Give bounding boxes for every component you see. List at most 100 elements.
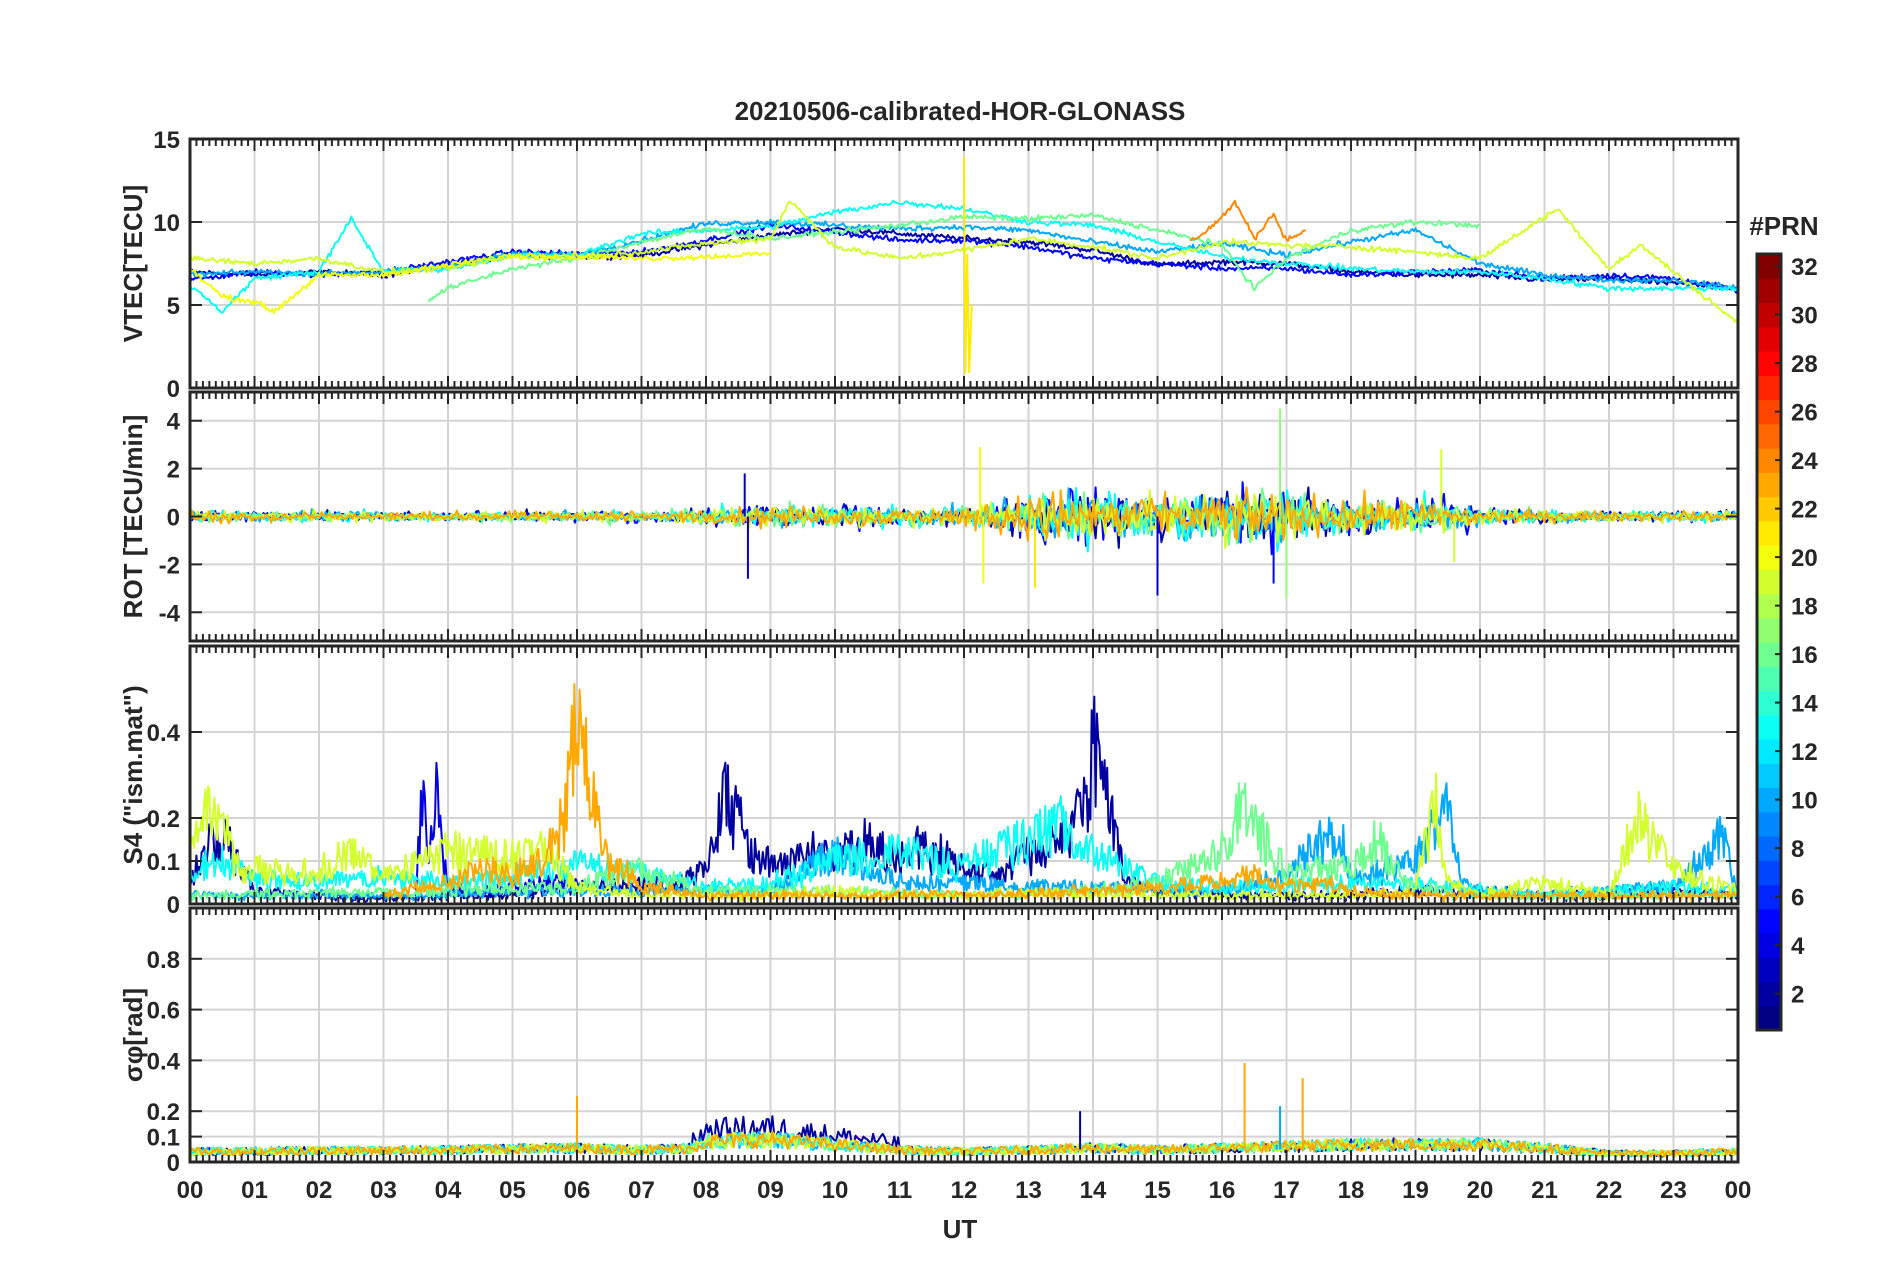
data-series	[190, 408, 1738, 598]
colorbar-segment	[1757, 375, 1781, 401]
y-tick-label: 0.2	[147, 806, 180, 833]
series-line-prn-24	[1189, 199, 1306, 242]
colorbar-title: #PRN	[1749, 211, 1818, 241]
x-ticks	[189, 646, 1739, 905]
y-tick-label: 0	[167, 505, 180, 532]
x-tick-label: 02	[306, 1177, 333, 1204]
colorbar-frame	[1755, 252, 1783, 1032]
y-tick-label: 0.1	[147, 849, 180, 876]
x-tick-label: 21	[1531, 1177, 1558, 1204]
y-tick-label: 0	[167, 376, 180, 403]
x-ticks	[189, 392, 1739, 641]
x-ticks	[189, 138, 1739, 389]
y-tick-label: 0.2	[147, 1099, 180, 1126]
y-axis-label: S4 ("ism.mat")	[118, 685, 148, 864]
series-line-prn-16	[427, 212, 1481, 303]
colorbar-tick-label: 12	[1791, 739, 1818, 766]
s4-panel: 0 0.1 0.2 0.4S4 ("ism.mat")	[118, 644, 1740, 919]
rot-panel: -4 -2 0 2 4 ROT [TECU/min]	[118, 390, 1740, 643]
colorbar-segment	[1757, 617, 1781, 643]
y-tick-label: -2	[159, 552, 180, 579]
x-tick-label: 22	[1596, 1177, 1623, 1204]
x-tick-label: 00	[1725, 1177, 1752, 1204]
series-line-prn-23	[190, 486, 1737, 542]
x-tick-label: 00	[177, 1177, 204, 1204]
x-tick-label: 03	[370, 1177, 397, 1204]
colorbar-tick-label: 20	[1791, 545, 1818, 572]
colorbar-tick-label: 26	[1791, 400, 1818, 427]
y-tick-label: 0.1	[147, 1125, 180, 1152]
x-tick-label: 08	[693, 1177, 720, 1204]
series-line-prn-21	[963, 156, 973, 374]
grid	[190, 908, 1738, 1162]
sigma-phi-panel: 00.10.2 0.4 0.6 0.8 00 01 02 03 04 05 06 07 08 09 10 11…	[118, 906, 1752, 1204]
colorbar-tick-label: 32	[1791, 254, 1818, 281]
data-series	[190, 156, 1738, 374]
y-tick-label: 5	[167, 293, 180, 320]
y-tick-label: 15	[153, 127, 180, 154]
colorbar-tick-label: 2	[1791, 982, 1804, 1009]
colorbar-segment	[1757, 860, 1781, 886]
colorbar-segment	[1757, 957, 1781, 983]
colorbar-segment	[1757, 811, 1781, 837]
x-tick-label: 14	[1080, 1177, 1107, 1204]
y-tick-label: 4	[167, 409, 181, 436]
x-tick-label: 05	[499, 1177, 526, 1204]
colorbar-segment	[1757, 326, 1781, 352]
colorbar-segment	[1757, 520, 1781, 546]
x-tick-label: 17	[1273, 1177, 1300, 1204]
y-tick-label: 10	[153, 210, 180, 237]
x-tick-label: 06	[564, 1177, 591, 1204]
vtec-panel: 0 5 10 15 VTEC[TECU]	[118, 127, 1740, 403]
x-tick-label: 11	[887, 1177, 912, 1204]
colorbar-segment	[1757, 278, 1781, 304]
colorbar-tick-label: 6	[1791, 885, 1804, 912]
colorbar-tick-label: 10	[1791, 788, 1818, 815]
colorbar-tick-label: 22	[1791, 497, 1818, 524]
y-axis-label: VTEC[TECU]	[118, 185, 148, 342]
colorbar-segment	[1757, 908, 1781, 934]
y-tick-label: 0.8	[147, 947, 180, 974]
colorbar-segment	[1757, 1005, 1781, 1031]
x-tick-label: 12	[951, 1177, 978, 1204]
x-tick-label: 10	[822, 1177, 849, 1204]
colorbar-tick-label: 16	[1791, 642, 1818, 669]
y-tick-label: 0	[167, 1150, 180, 1177]
y-tick-label: 0.6	[147, 998, 180, 1025]
colorbar-tick-label: 14	[1791, 691, 1818, 718]
colorbar-tick-label: 18	[1791, 594, 1818, 621]
x-axis-label: UT	[943, 1214, 978, 1244]
colorbar-tick-label: 30	[1791, 303, 1818, 330]
y-tick-label: 2	[167, 457, 180, 484]
colorbar-segment	[1757, 666, 1781, 692]
x-tick-label: 18	[1338, 1177, 1365, 1204]
x-tick-label: 09	[757, 1177, 784, 1204]
x-tick-label: 23	[1660, 1177, 1687, 1204]
y-tick-label: -4	[159, 600, 181, 627]
x-tick-label: 04	[435, 1177, 462, 1204]
y-tick-label: 0.4	[147, 720, 181, 747]
y-axis-label: σφ[rad]	[118, 988, 148, 1082]
x-tick-label: 13	[1015, 1177, 1042, 1204]
y-axis-label: ROT [TECU/min]	[118, 415, 148, 619]
colorbar-tick-label: 28	[1791, 351, 1818, 378]
x-ticks	[189, 908, 1739, 1163]
colorbar-tick-label: 8	[1791, 836, 1804, 863]
series-line-prn-20	[190, 251, 771, 314]
colorbar-segment	[1757, 763, 1781, 789]
colorbar-segment	[1757, 714, 1781, 740]
x-tick-label: 15	[1144, 1177, 1171, 1204]
colorbar-segment	[1757, 472, 1781, 498]
x-tick-label: 20	[1467, 1177, 1494, 1204]
x-tick-label: 01	[241, 1177, 268, 1204]
x-tick-label: 07	[628, 1177, 655, 1204]
colorbar-segment	[1757, 569, 1781, 595]
colorbar-tick-label: 24	[1791, 448, 1818, 475]
figure-title: 20210506-calibrated-HOR-GLONASS	[735, 96, 1186, 126]
colorbar-tick-label: 4	[1791, 933, 1805, 960]
x-tick-label: 19	[1402, 1177, 1429, 1204]
y-tick-label: 0.4	[147, 1048, 181, 1075]
colorbar-segment	[1757, 423, 1781, 449]
